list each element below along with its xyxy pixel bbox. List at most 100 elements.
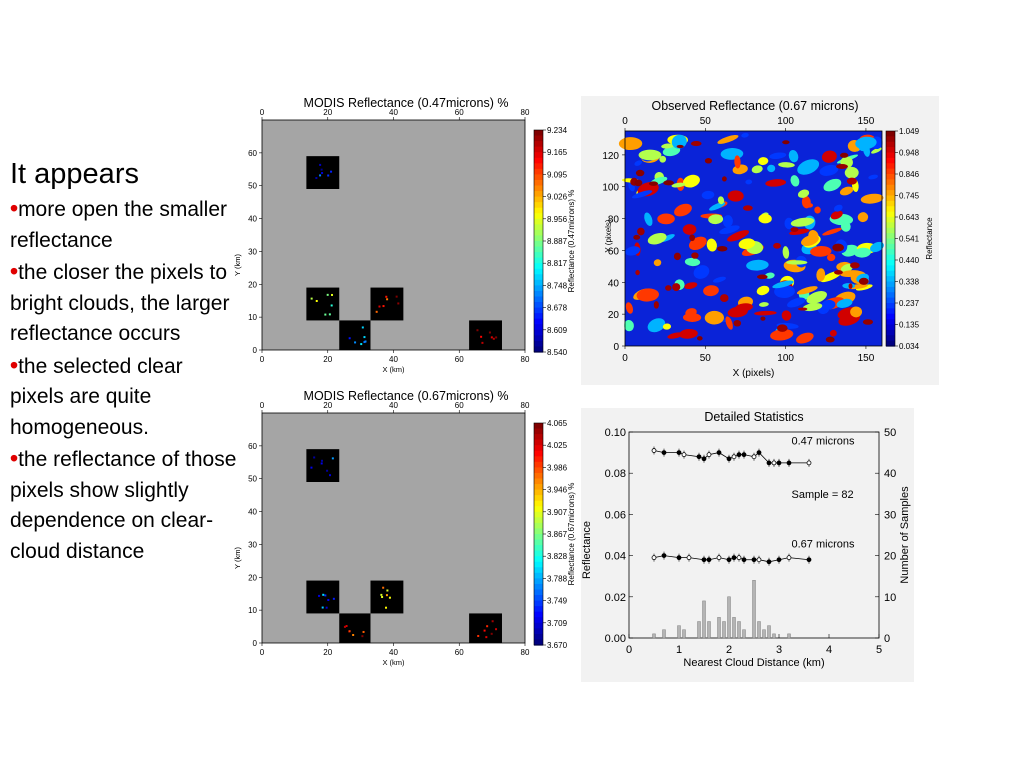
cloud-patch <box>745 179 753 185</box>
bright-cloud-core <box>862 319 874 325</box>
colorbar-swatch <box>534 290 543 298</box>
sample-count-bar <box>787 633 791 639</box>
colorbar-swatch <box>534 583 543 591</box>
bright-cloud-core <box>832 243 844 252</box>
cloud-patch <box>625 302 634 314</box>
bright-cloud-core <box>672 283 681 292</box>
bright-cloud-core <box>663 180 674 186</box>
sample-count-bar <box>767 625 771 639</box>
bright-cloud-core <box>760 316 766 321</box>
sample-count-bar <box>717 617 721 639</box>
y-tick-label: 60 <box>608 246 620 257</box>
cloud-patch <box>746 259 769 271</box>
clear-pixel <box>332 597 335 600</box>
data-point <box>696 454 702 460</box>
x-tick-label: 40 <box>389 355 398 364</box>
colorbar-swatch <box>534 163 543 170</box>
clear-pixel <box>321 171 324 174</box>
y-tick-label: 0.02 <box>605 592 626 604</box>
bright-cloud-core <box>733 319 742 327</box>
cloud-patch <box>782 246 790 259</box>
clear-pixel <box>388 596 391 599</box>
colorbar-swatch <box>534 589 543 596</box>
x-tick-label: 0 <box>622 353 628 364</box>
cloud-patch <box>693 265 710 279</box>
cloud-patch <box>662 146 681 157</box>
colorbar-tick-label: 3.670 <box>547 641 568 650</box>
colorbar-swatch <box>534 639 543 646</box>
clear-pixel <box>480 335 483 338</box>
cloud-patch <box>855 136 877 150</box>
x-top-tick-label: 20 <box>323 108 332 117</box>
cloud-patch <box>657 213 675 225</box>
x-tick-label: 60 <box>455 648 464 657</box>
y-tick-label: 0.06 <box>605 509 626 521</box>
y2-tick-label: 30 <box>884 509 896 521</box>
sample-count-bar <box>752 580 756 639</box>
cloud-patch <box>810 246 832 257</box>
cloud-patch <box>871 147 882 154</box>
cloud-patch <box>671 134 687 149</box>
sample-count-bar <box>677 625 681 639</box>
colorbar-swatch <box>534 556 543 563</box>
colorbar-tick-label: 3.709 <box>547 619 568 628</box>
data-point <box>786 555 792 561</box>
bright-cloud-core <box>848 283 853 289</box>
colorbar-tick-label: 0.034 <box>899 342 920 351</box>
cloud-patch <box>722 215 733 228</box>
colorbar-tick-label: 8.956 <box>547 215 568 224</box>
colorbar-swatch <box>886 211 895 218</box>
x-tick-label: 100 <box>777 353 794 364</box>
cloud-patch <box>802 302 823 312</box>
selected-clear-block <box>306 449 340 482</box>
colorbar-tick-label: 3.907 <box>547 508 568 517</box>
colorbar-swatch <box>534 461 543 468</box>
colorbar-tick-label: 3.986 <box>547 463 568 472</box>
clear-pixel <box>320 168 323 171</box>
colorbar-swatch <box>886 184 895 191</box>
cloud-patch <box>854 247 871 258</box>
colorbar-swatch <box>534 241 543 248</box>
sample-count-bar <box>772 633 776 639</box>
y-tick-label: 40 <box>248 215 257 224</box>
colorbar-swatch <box>534 130 543 137</box>
colorbar-swatch <box>534 428 543 435</box>
clear-pixel <box>315 177 318 180</box>
colorbar-tick-label: 9.165 <box>547 148 568 157</box>
bullet-item: •the closer the pixels to bright clouds,… <box>10 256 240 350</box>
clear-pixel <box>495 336 498 339</box>
colorbar-swatch <box>534 578 543 585</box>
sample-annotation: Sample = 82 <box>792 489 854 501</box>
cloud-patch <box>770 329 794 341</box>
x-tick-label: 150 <box>858 353 875 364</box>
data-point <box>726 456 732 462</box>
colorbar-tick-label: 9.095 <box>547 170 568 179</box>
bright-cloud-core <box>697 336 703 341</box>
clear-pixel <box>386 298 389 301</box>
bright-cloud-core <box>690 141 702 147</box>
colorbar-swatch <box>886 222 895 229</box>
colorbar-tick-label: 0.237 <box>899 299 920 308</box>
y-tick-label: 80 <box>608 215 620 226</box>
cloud-patch <box>781 310 792 321</box>
bright-cloud-core <box>790 227 799 232</box>
cloud-patch <box>790 217 815 227</box>
y-tick-label: 0 <box>253 346 258 355</box>
colorbar-tick-label: 0.745 <box>899 192 920 201</box>
y-tick-label: 20 <box>248 573 257 582</box>
clear-pixel <box>488 331 491 334</box>
colorbar-swatch <box>534 274 543 281</box>
chart-title: Observed Reflectance (0.67 microns) <box>651 99 858 113</box>
colorbar-swatch <box>886 179 895 186</box>
y-tick-label: 0.10 <box>605 427 626 439</box>
colorbar-swatch <box>534 213 543 220</box>
data-point <box>756 450 762 455</box>
cloud-patch <box>638 149 662 161</box>
y-tick-label: 120 <box>602 151 619 162</box>
colorbar-tick-label: 3.946 <box>547 486 568 495</box>
clear-pixel <box>362 630 365 633</box>
y-axis-label: Y (pixels) <box>604 219 613 253</box>
cloud-patch <box>870 241 884 253</box>
data-point <box>776 557 782 563</box>
cloud-patch <box>850 306 863 318</box>
